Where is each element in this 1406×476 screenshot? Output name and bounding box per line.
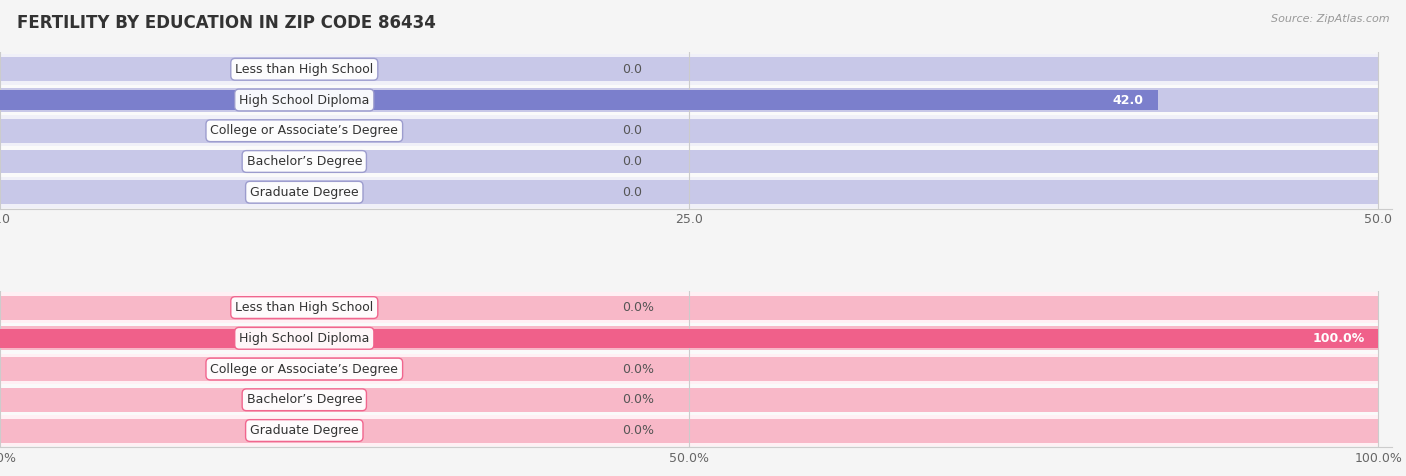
Text: High School Diploma: High School Diploma (239, 93, 370, 107)
Bar (0, 90, 1157, 109)
Text: Graduate Degree: Graduate Degree (250, 186, 359, 199)
Bar (0, 88, 1378, 112)
Bar (0, 292, 1378, 323)
Bar (0, 57, 1378, 81)
Text: 0.0: 0.0 (623, 155, 643, 168)
Bar (0, 354, 1378, 385)
Bar (0, 323, 1378, 354)
Text: 0.0%: 0.0% (623, 301, 654, 314)
Text: 0.0: 0.0 (623, 124, 643, 137)
Text: Graduate Degree: Graduate Degree (250, 424, 359, 437)
Bar (0, 327, 1378, 350)
Text: 0.0: 0.0 (623, 63, 643, 76)
Text: 0.0: 0.0 (623, 186, 643, 199)
Bar (0, 146, 1378, 177)
Bar (0, 54, 1378, 85)
Text: 0.0%: 0.0% (623, 363, 654, 376)
Text: College or Associate’s Degree: College or Associate’s Degree (211, 363, 398, 376)
Text: 100.0%: 100.0% (1312, 332, 1364, 345)
Text: Source: ZipAtlas.com: Source: ZipAtlas.com (1271, 14, 1389, 24)
Bar (0, 119, 1378, 143)
Text: Bachelor’s Degree: Bachelor’s Degree (246, 155, 363, 168)
Text: 0.0%: 0.0% (623, 424, 654, 437)
Bar (0, 180, 1378, 204)
Text: Less than High School: Less than High School (235, 63, 374, 76)
Bar (0, 296, 1378, 319)
Bar (0, 415, 1378, 446)
Text: 42.0: 42.0 (1114, 93, 1144, 107)
Text: College or Associate’s Degree: College or Associate’s Degree (211, 124, 398, 137)
Text: Bachelor’s Degree: Bachelor’s Degree (246, 393, 363, 407)
Bar (0, 385, 1378, 415)
Bar (0, 357, 1378, 381)
Bar (0, 177, 1378, 208)
Text: Less than High School: Less than High School (235, 301, 374, 314)
Text: FERTILITY BY EDUCATION IN ZIP CODE 86434: FERTILITY BY EDUCATION IN ZIP CODE 86434 (17, 14, 436, 32)
Text: High School Diploma: High School Diploma (239, 332, 370, 345)
Bar (0, 115, 1378, 146)
Bar (0, 418, 1378, 443)
Bar (0, 329, 1378, 348)
Bar (0, 85, 1378, 115)
Bar (0, 388, 1378, 412)
Text: 0.0%: 0.0% (623, 393, 654, 407)
Bar (0, 149, 1378, 173)
